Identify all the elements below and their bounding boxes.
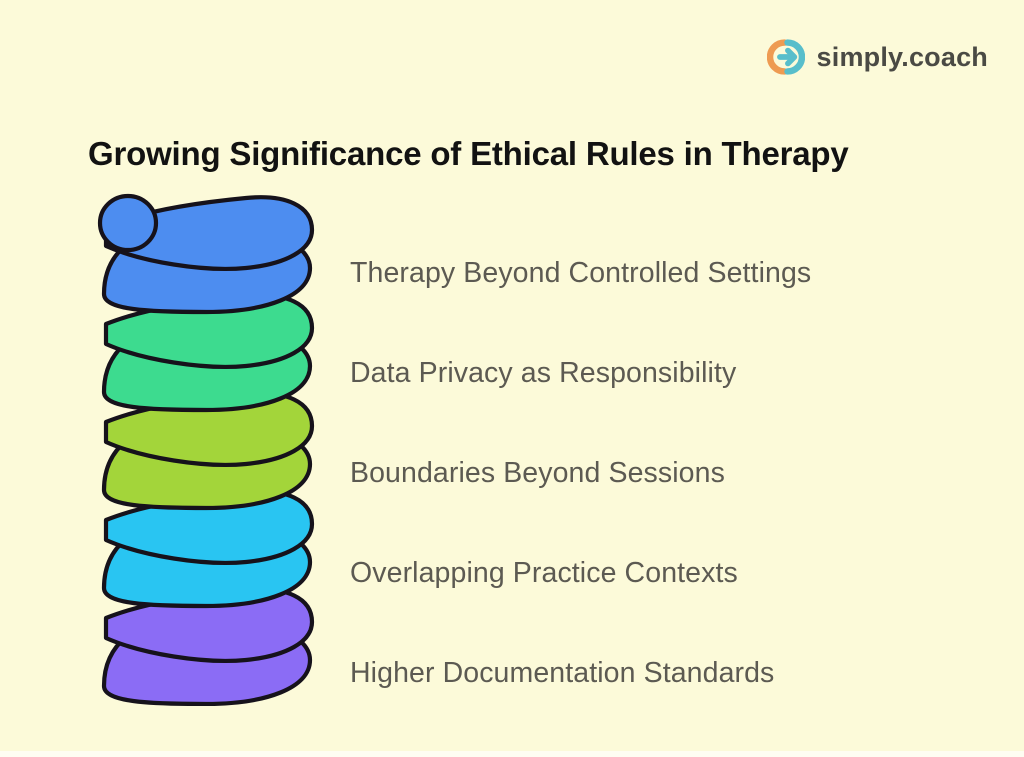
list-item-label: Therapy Beyond Controlled Settings xyxy=(350,257,812,290)
simply-coach-logo-icon xyxy=(766,39,805,75)
spiral-band-4 xyxy=(101,489,315,609)
list-item-label: Boundaries Beyond Sessions xyxy=(350,457,725,490)
bottom-edge-strip xyxy=(0,751,1024,757)
brand-logo: simply.coach xyxy=(766,38,988,76)
list-item-label: Higher Documentation Standards xyxy=(350,657,775,690)
list-item: Higher Documentation Standards xyxy=(350,624,990,724)
list-item-label: Overlapping Practice Contexts xyxy=(350,557,738,590)
spiral-band-1 xyxy=(97,193,315,315)
list-item: Boundaries Beyond Sessions xyxy=(350,424,990,524)
spiral-band-3 xyxy=(101,391,315,511)
list-item: Therapy Beyond Controlled Settings xyxy=(350,224,990,324)
spiral-end-cap xyxy=(97,193,159,253)
list-item-label: Data Privacy as Responsibility xyxy=(350,357,737,390)
list-item: Data Privacy as Responsibility xyxy=(350,324,990,424)
helix-spiral-graphic xyxy=(97,193,315,706)
spiral-band-2 xyxy=(101,293,315,413)
page-title: Growing Significance of Ethical Rules in… xyxy=(88,135,849,173)
list-item: Overlapping Practice Contexts xyxy=(350,524,990,624)
item-list: Therapy Beyond Controlled Settings Data … xyxy=(350,224,990,724)
brand-name: simply.coach xyxy=(816,41,988,72)
